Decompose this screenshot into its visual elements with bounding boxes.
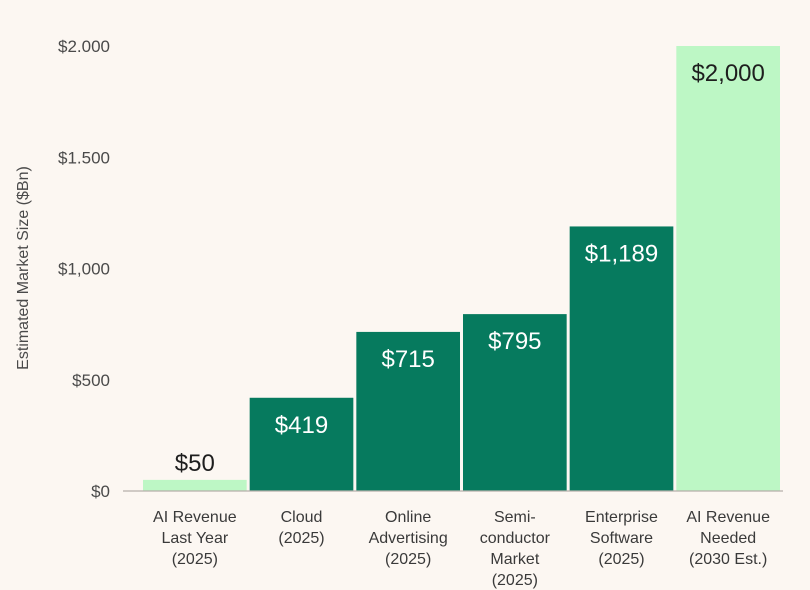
- data-label-6: $2,000: [691, 60, 764, 87]
- y-axis-ticks: $0 $500 $1,000 $1.500 $2.000: [58, 37, 110, 501]
- bar-5: [569, 226, 674, 491]
- y-tick-label-5: $2.000: [58, 37, 110, 56]
- bar-6: [676, 46, 780, 491]
- y-axis-label: Estimated Market Size ($Bn): [15, 166, 32, 370]
- data-label-3: $715: [381, 346, 434, 373]
- bar-4: [463, 314, 567, 491]
- bar-1: [143, 479, 247, 491]
- y-tick-label-4: $1.500: [58, 148, 110, 167]
- category-label-2: Cloud (2025): [278, 509, 324, 547]
- y-tick-label-3: $1,000: [58, 260, 110, 279]
- bars-group: [143, 46, 780, 491]
- y-tick-label-1: $0: [91, 482, 110, 501]
- bar-2: [249, 397, 354, 491]
- data-labels-group: $50 $419 $715 $795 $1,189 $2,000: [175, 60, 765, 477]
- category-label-6: AI Revenue Needed (2030 Est.): [686, 509, 770, 568]
- y-tick-label-2: $500: [72, 371, 110, 390]
- data-label-4: $795: [488, 328, 541, 355]
- category-label-5: Enterprise Software (2025): [585, 509, 658, 568]
- bar-3: [356, 331, 460, 491]
- data-label-1: $50: [175, 450, 215, 477]
- data-label-5: $1,189: [585, 240, 658, 267]
- data-label-2: $419: [275, 412, 328, 439]
- category-label-1: AI Revenue Last Year (2025): [153, 509, 237, 568]
- x-axis-category-labels: AI Revenue Last Year (2025) Cloud (2025) Onli…: [153, 509, 770, 589]
- category-label-4: Semi-conductor Market (2025): [480, 509, 551, 589]
- category-label-3: Online Advertising (2025): [369, 509, 448, 568]
